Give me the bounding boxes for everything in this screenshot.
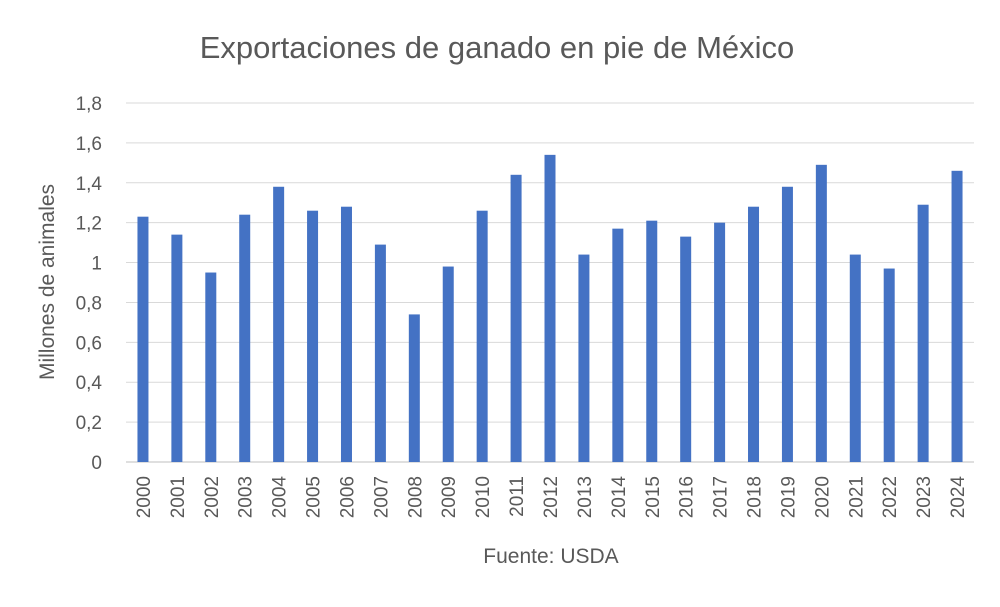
bar-2001 <box>171 234 183 462</box>
bar-2021 <box>849 254 861 462</box>
y-tick-label: 0,2 <box>76 413 102 434</box>
x-tick-label: 2000 <box>134 476 155 518</box>
x-axis-label: Fuente: USDA <box>483 545 618 568</box>
y-tick-label: 1 <box>91 254 102 275</box>
bar-2024 <box>951 170 963 463</box>
bar-2020 <box>815 164 827 463</box>
x-tick-label: 2015 <box>643 476 664 518</box>
bar-2016 <box>680 236 692 462</box>
x-tick-label: 2005 <box>304 476 325 518</box>
x-tick-label: 2017 <box>711 476 732 518</box>
bar-2017 <box>714 222 726 462</box>
bar-2013 <box>578 254 590 462</box>
x-tick-label: 2020 <box>812 476 833 518</box>
y-tick-label: 1,4 <box>76 174 103 195</box>
x-tick-label: 2007 <box>371 476 392 518</box>
x-tick-label: 2023 <box>914 476 935 518</box>
y-axis-label: Millones de animales <box>36 184 59 380</box>
bar-2010 <box>476 210 488 462</box>
y-tick-label: 0,4 <box>76 373 103 394</box>
bar-2022 <box>883 268 895 462</box>
x-tick-label: 2002 <box>202 476 223 518</box>
x-tick-label: 2018 <box>745 476 766 518</box>
bar-2004 <box>273 186 285 462</box>
bar-2002 <box>205 272 217 462</box>
bar-2009 <box>442 266 454 462</box>
x-tick-label: 2004 <box>270 476 291 519</box>
bar-2011 <box>510 174 522 463</box>
x-tick-label: 2006 <box>337 476 358 518</box>
chart-title: Exportaciones de ganado en pie de México <box>200 30 795 65</box>
bar-2000 <box>137 216 149 462</box>
bar-2012 <box>544 154 556 462</box>
bar-2007 <box>374 244 386 462</box>
y-tick-label: 1,2 <box>76 214 102 235</box>
y-tick-label: 0 <box>91 453 102 474</box>
x-tick-label: 2012 <box>541 476 562 518</box>
x-tick-label: 2022 <box>880 476 901 518</box>
x-tick-label: 2014 <box>609 476 630 519</box>
bar-2008 <box>408 314 420 462</box>
bar-2005 <box>307 210 319 462</box>
x-tick-label: 2016 <box>677 476 698 518</box>
x-tick-label: 2001 <box>168 476 189 518</box>
x-tick-label: 2009 <box>439 476 460 518</box>
bar-2018 <box>748 206 760 462</box>
x-tick-label: 2024 <box>948 476 969 519</box>
x-tick-label: 2021 <box>846 476 867 518</box>
y-tick-label: 1,8 <box>76 94 102 115</box>
bar-2003 <box>239 214 251 462</box>
bar-2014 <box>612 228 624 462</box>
y-tick-label: 0,8 <box>76 293 102 314</box>
x-tick-label: 2013 <box>575 476 596 518</box>
x-tick-label: 2003 <box>236 476 257 518</box>
x-tick-label: 2008 <box>405 476 426 518</box>
x-tick-label: 2019 <box>778 476 799 518</box>
x-tick-label: 2010 <box>473 476 494 518</box>
bar-2023 <box>917 204 929 462</box>
x-tick-label: 2011 <box>507 476 528 517</box>
y-tick-label: 1,6 <box>76 134 102 155</box>
bar-2015 <box>646 220 658 462</box>
bar-2006 <box>340 206 352 462</box>
y-tick-label: 0,6 <box>76 333 102 354</box>
bar-2019 <box>781 186 793 462</box>
